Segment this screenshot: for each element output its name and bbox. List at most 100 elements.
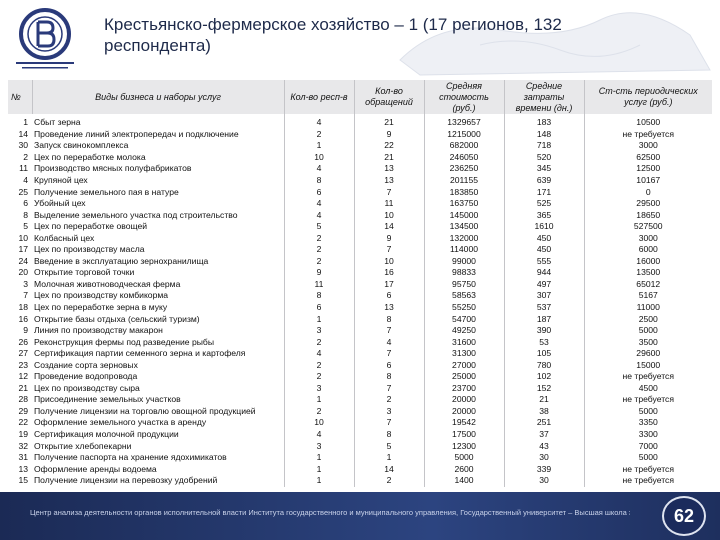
table-cell: 105	[503, 347, 584, 360]
table-row: 32 Открытие хлебопекарни 3 5 12300 43 7000	[8, 440, 712, 452]
table-cell: не требуется	[583, 463, 712, 475]
table-cell: 15000	[583, 359, 712, 372]
table-cell: 2500	[583, 313, 712, 325]
table-cell: 3000	[583, 232, 712, 245]
table-cell: 17	[18, 244, 28, 255]
table-cell: 102	[503, 371, 584, 383]
table-cell: 27000	[423, 359, 504, 372]
table-cell: 246050	[423, 151, 504, 164]
table-cell: Цех по переработке зерна в муку	[34, 302, 168, 313]
table-cell: 28	[18, 394, 28, 405]
column-header: Ст-сть периодических услуг (руб.)	[583, 80, 712, 114]
table-cell: 4	[23, 175, 28, 185]
table-cell: 1	[283, 451, 354, 464]
table-cell: 9	[283, 267, 354, 279]
table-row: 27 Сертификация партии семенного зерна и …	[8, 347, 712, 360]
column-header: Кол-во обращений	[353, 80, 424, 114]
table-cell: 24	[18, 255, 28, 266]
table-row: 29 Получение лицензии на торговлю овощной…	[8, 405, 712, 418]
table-cell: 11	[353, 197, 424, 210]
column-header: №	[8, 80, 32, 114]
table-cell: Производство мясных полуфабрикатов	[34, 163, 192, 174]
table-cell: 9	[23, 325, 28, 336]
table-cell: 187	[503, 313, 584, 325]
table-row: 18 Цех по переработке зерна в муку 6 13 5525…	[8, 301, 712, 314]
table-cell: 13	[353, 301, 424, 314]
table-cell: не требуется	[583, 394, 712, 406]
table-cell: Открытие хлебопекарни	[34, 440, 132, 451]
table-cell: 11	[19, 163, 28, 174]
table-cell: 8	[283, 290, 354, 302]
table-cell: 2600	[423, 463, 504, 475]
table-cell: 7	[353, 186, 424, 198]
table-cell: 134500	[423, 220, 504, 233]
table-cell: 22	[353, 140, 424, 152]
table-cell: Присоединение земельных участков	[34, 394, 181, 405]
table-cell: 8	[353, 371, 424, 383]
table-row: 17 Цех по производству масла 2 7 114000 450 60…	[8, 244, 712, 256]
table-cell: 2	[353, 394, 424, 406]
table-cell: 62500	[583, 151, 712, 164]
table-cell: 1	[353, 451, 424, 464]
table-row: 4 Крупяной цех 8 13 201155 639 10167	[8, 174, 712, 187]
column-header: Кол-во респ-в	[283, 80, 354, 114]
table-cell: 25	[18, 186, 28, 197]
table-cell: 780	[503, 359, 584, 372]
logo	[16, 8, 74, 69]
table-cell: 5	[283, 220, 354, 233]
table-cell: 2	[283, 359, 354, 372]
table-cell: 55250	[423, 301, 504, 314]
table-cell: 13	[18, 463, 28, 474]
table-cell: Молочная животноводческая ферма	[34, 278, 181, 289]
table-cell: 5000	[583, 451, 712, 464]
table-cell: 27	[18, 348, 28, 359]
table-cell: 307	[503, 290, 584, 302]
table-cell: 10167	[583, 174, 712, 187]
table-cell: 65012	[583, 278, 712, 291]
table-cell: 201155	[423, 174, 504, 187]
table-cell: 3	[283, 440, 354, 452]
table-cell: 1329657	[423, 114, 504, 129]
table-cell: 3500	[583, 336, 712, 348]
table-cell: 5	[353, 440, 424, 452]
table-cell: 26	[18, 336, 28, 347]
table-cell: 2	[23, 151, 28, 162]
table-cell: Оформление земельного участка в аренду	[34, 417, 207, 428]
table-cell: 555	[503, 255, 584, 268]
table-cell: Сбыт зерна	[34, 117, 81, 128]
table-cell: 18	[18, 302, 28, 313]
table-row: 11 Производство мясных полуфабрикатов 4 13 2…	[8, 163, 712, 175]
table-cell: 497	[503, 278, 584, 291]
table-cell: Сертификация партии семенного зерна и ка…	[34, 348, 246, 359]
table-cell: 1400	[423, 474, 504, 487]
table-cell: 639	[503, 174, 584, 187]
table-cell: Убойный цех	[34, 198, 86, 209]
table-cell: 4	[283, 347, 354, 360]
table-cell: 95750	[423, 278, 504, 291]
table-cell: 12500	[583, 163, 712, 175]
table-cell: 53	[503, 336, 584, 348]
table-row: 14 Проведение линий электропередач и подк…	[8, 128, 712, 141]
table-cell: 15	[18, 475, 28, 486]
table-cell: 4	[283, 114, 354, 129]
table-cell: 9	[353, 232, 424, 245]
table-cell: 20000	[423, 405, 504, 418]
table-cell: 2	[283, 336, 354, 348]
table-row: 13 Оформление аренды водоема 1 14 2600 339 не …	[8, 463, 712, 475]
table-cell: 3350	[583, 417, 712, 429]
table-row: 20 Открытие торговой точки 9 16 98833 944 1350…	[8, 267, 712, 279]
table-cell: 3	[283, 382, 354, 395]
table-cell: 2	[283, 371, 354, 383]
table-row: 23 Создание сорта зерновых 2 6 27000 780 15000	[8, 359, 712, 372]
table-cell: 450	[503, 244, 584, 256]
table-cell: 22	[18, 417, 28, 428]
table-row: 24 Введение в эксплуатацию зернохранилища…	[8, 255, 712, 268]
table-cell: 5	[23, 221, 28, 232]
table-cell: Линия по производству макарон	[34, 325, 163, 336]
table-cell: 17	[353, 278, 424, 291]
table-cell: 3	[23, 278, 28, 289]
table-cell: 2	[283, 255, 354, 268]
table-cell: 29600	[583, 347, 712, 360]
table-cell: 1	[283, 463, 354, 475]
